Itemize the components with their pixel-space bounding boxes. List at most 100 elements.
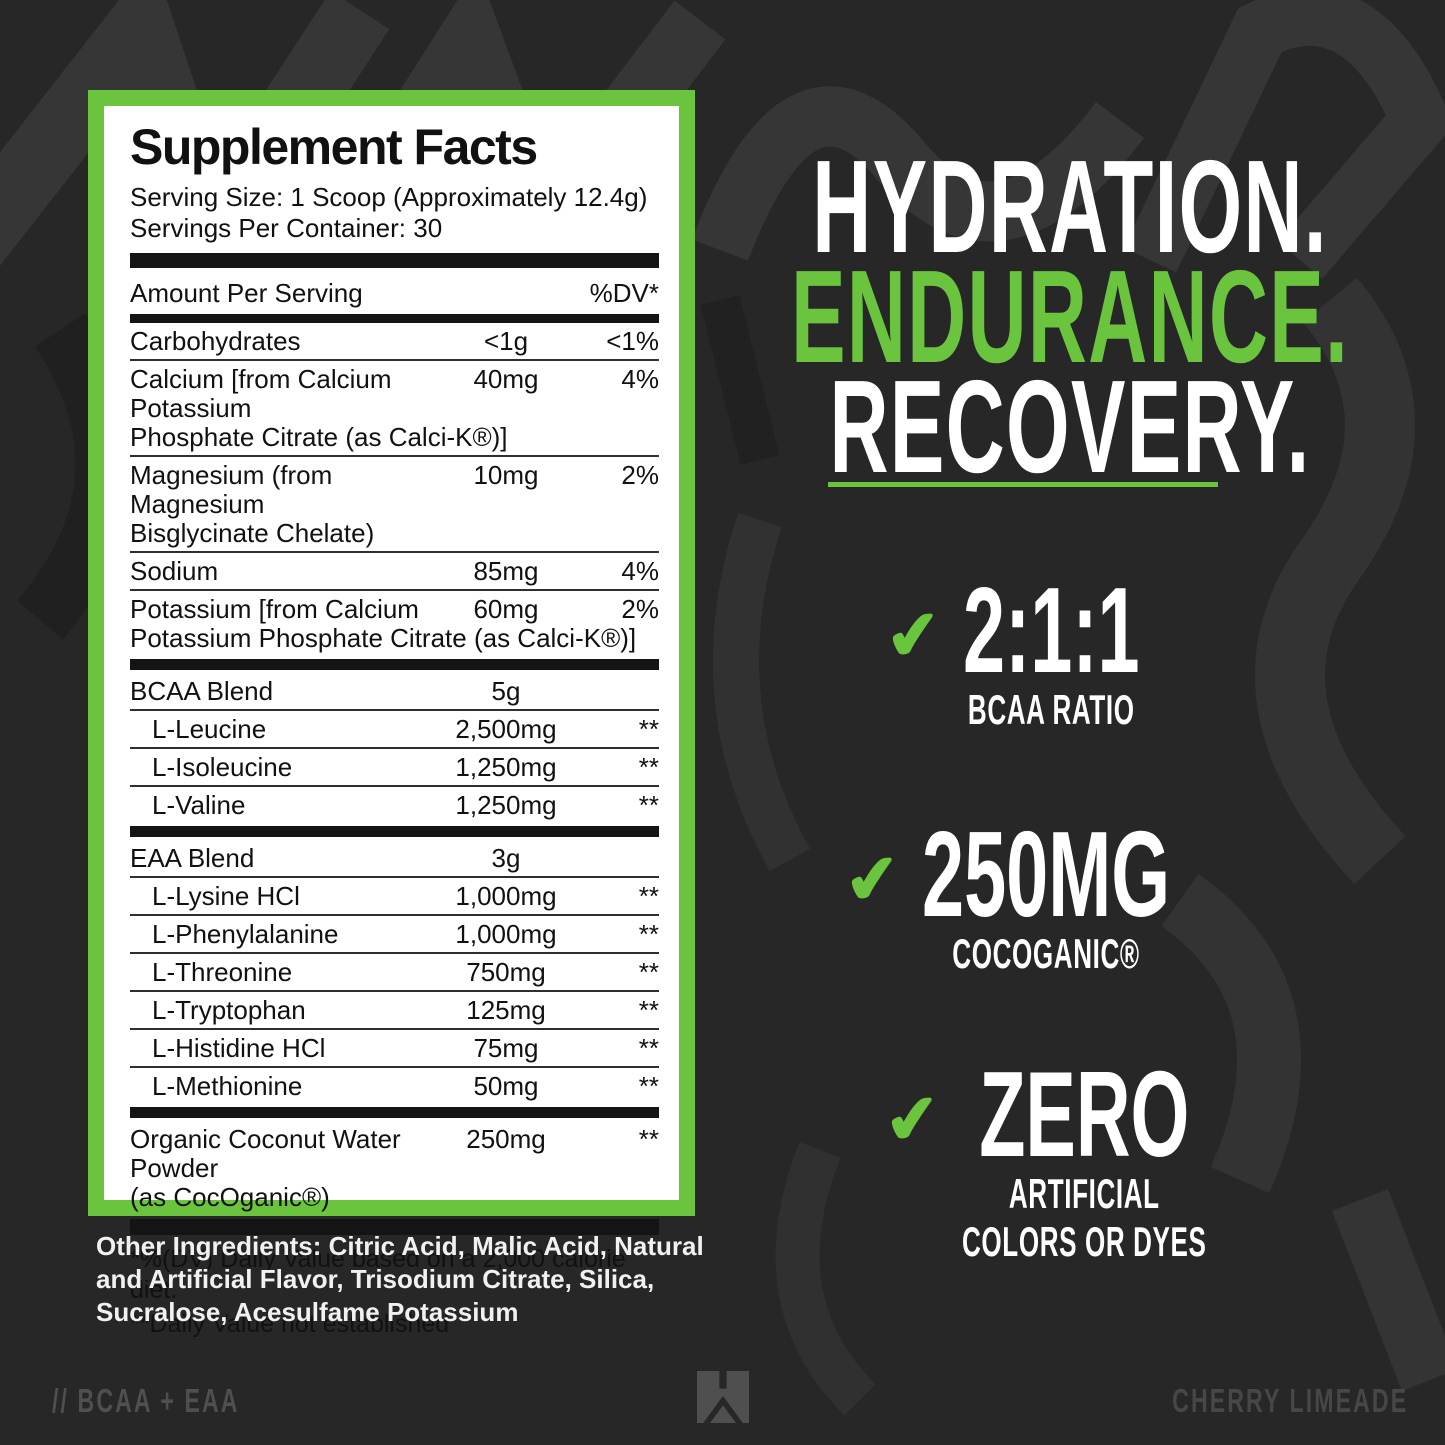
headline-underline xyxy=(828,482,1218,487)
facts-row: Carbohydrates <1g <1% xyxy=(130,323,659,359)
benefit-sublabel: COLORS OR DYES xyxy=(962,1218,1207,1265)
divider-bar-thick xyxy=(130,253,659,268)
footer-product-type: // BCAA + EAA xyxy=(52,1382,240,1419)
ingredient-amount: 125mg xyxy=(466,995,546,1025)
ingredient-dv: <1% xyxy=(606,326,659,356)
ingredient-dv: 2% xyxy=(621,594,659,624)
ingredient-name: EAA Blend xyxy=(130,843,255,873)
ingredient-dv: 4% xyxy=(621,364,659,394)
facts-row: L-Histidine HCl 75mg ** xyxy=(130,1028,659,1066)
headline-line: RECOVERY. xyxy=(829,353,1311,500)
ingredient-dv xyxy=(581,677,659,706)
ingredient-name: L-Tryptophan xyxy=(152,995,306,1025)
section-divider-bar xyxy=(130,826,659,837)
facts-row: BCAA Blend 5g xyxy=(130,673,659,709)
ingredient-name: L-Threonine xyxy=(152,957,293,987)
ingredient-name: L-Lysine HCl xyxy=(152,881,300,911)
checkmark-icon: ✔ xyxy=(882,595,946,675)
ingredient-amount: 40mg xyxy=(473,364,539,394)
facts-title: Supplement Facts xyxy=(130,119,538,175)
amount-per-serving-label: Amount Per Serving xyxy=(130,278,363,308)
ingredient-name-continued: Potassium Phosphate Citrate (as Calci-K®… xyxy=(130,623,637,653)
facts-row: L-Tryptophan 125mg ** xyxy=(130,990,659,1028)
facts-row: Potassium [from Calcium 60mg 2% Potassium P… xyxy=(130,589,659,656)
serving-size: Serving Size: 1 Scoop (Approximately 12.… xyxy=(130,182,648,212)
facts-row: L-Leucine 2,500mg ** xyxy=(130,709,659,747)
daily-value-label: %DV* xyxy=(589,278,659,308)
ingredient-dv: ** xyxy=(638,995,659,1025)
ingredient-amount: 1,000mg xyxy=(455,881,557,911)
checkmark-icon: ✔ xyxy=(881,1079,945,1159)
brand-logo-icon xyxy=(697,1371,749,1423)
ingredient-amount: 10mg xyxy=(473,460,539,490)
supplement-facts-panel: Supplement Facts Serving Size: 1 Scoop (… xyxy=(88,90,695,1338)
facts-row: EAA Blend 3g xyxy=(130,840,659,876)
ingredient-dv: ** xyxy=(638,752,659,782)
facts-row: Calcium [from Calcium Potassium 40mg 4% Pho… xyxy=(130,359,659,455)
ingredient-amount: 5g xyxy=(491,676,521,706)
facts-row: L-Lysine HCl 1,000mg ** xyxy=(130,876,659,914)
ingredient-amount: 75mg xyxy=(473,1033,539,1063)
facts-row: L-Phenylalanine 1,000mg ** xyxy=(130,914,659,952)
ingredient-dv: 2% xyxy=(621,460,659,490)
footer-flavor: CHERRY LIMEADE xyxy=(1171,1382,1408,1419)
ingredient-name: L-Leucine xyxy=(152,714,267,744)
footnote-daily-value: *%(DV) Daily Value based on a 2,000 calo… xyxy=(130,1245,626,1304)
footnote-not-established: **Daily Value not established xyxy=(130,1310,450,1338)
benefit-value: 250MG xyxy=(922,806,1171,942)
facts-row: Magnesium (from Magnesium 10mg 2% Bisglycin… xyxy=(130,455,659,551)
ingredient-name: L-Phenylalanine xyxy=(152,919,339,949)
ingredient-amount: 85mg xyxy=(473,556,539,586)
ingredient-name: L-Methionine xyxy=(152,1071,303,1101)
ingredient-name: L-Valine xyxy=(152,790,246,820)
ingredient-amount: 250mg xyxy=(466,1124,546,1154)
benefit-item: ✔ 250MG COCOGANIC® xyxy=(841,806,1322,977)
headline-line: ENDURANCE. xyxy=(790,243,1350,390)
section-divider-bar xyxy=(130,1107,659,1118)
checkmark-icon: ✔ xyxy=(841,839,905,919)
benefit-sublabel: ARTIFICIAL xyxy=(1009,1170,1160,1217)
servings-per-container: Servings Per Container: 30 xyxy=(130,213,443,243)
ingredient-name-continued: Phosphate Citrate (as Calci-K®)] xyxy=(130,422,508,452)
ingredient-name-continued: Bisglycinate Chelate) xyxy=(130,518,375,548)
ingredient-amount: 750mg xyxy=(466,957,546,987)
facts-row: Organic Coconut Water Powder 250mg ** (as C… xyxy=(130,1121,659,1215)
benefit-text: ZERO ARTIFICIAL COLORS OR DYES xyxy=(962,1053,1207,1265)
facts-column-header: Amount Per Serving %DV* xyxy=(130,275,659,314)
ingredient-amount: 50mg xyxy=(473,1071,539,1101)
divider-bar-final xyxy=(130,1219,659,1235)
facts-row: L-Isoleucine 1,250mg ** xyxy=(130,747,659,785)
ingredient-amount: 60mg xyxy=(473,594,539,624)
ingredient-amount: 1,000mg xyxy=(455,919,557,949)
benefit-item: ✔ ZERO ARTIFICIAL COLORS OR DYES xyxy=(881,1053,1357,1265)
divider-bar-medium xyxy=(130,314,659,323)
headline-line: HYDRATION. xyxy=(812,133,1328,280)
benefit-value: 2:1:1 xyxy=(963,562,1140,698)
ingredient-dv: ** xyxy=(638,790,659,820)
ingredient-amount: 1,250mg xyxy=(455,752,557,782)
ingredient-dv: 4% xyxy=(621,556,659,586)
ingredient-dv: ** xyxy=(638,957,659,987)
ingredient-dv: ** xyxy=(638,1033,659,1063)
facts-rows: Carbohydrates <1g <1% Calcium [from Calcium… xyxy=(130,323,659,1215)
ingredient-dv: ** xyxy=(638,714,659,744)
headline: HYDRATION. ENDURANCE. RECOVERY. xyxy=(791,141,1348,493)
facts-row: L-Valine 1,250mg ** xyxy=(130,785,659,823)
facts-row: Sodium 85mg 4% xyxy=(130,551,659,589)
ingredient-dv: ** xyxy=(638,1124,659,1154)
ingredient-name: Calcium [from Calcium Potassium xyxy=(130,364,392,423)
ingredient-dv xyxy=(581,844,659,873)
benefit-item: ✔ 2:1:1 BCAA RATIO xyxy=(882,562,1248,733)
ingredient-amount: <1g xyxy=(483,326,529,356)
benefit-sublabel: BCAA RATIO xyxy=(968,686,1135,733)
ingredient-name: BCAA Blend xyxy=(130,676,274,706)
ingredient-name-continued: (as CocOganic®) xyxy=(130,1182,330,1212)
benefit-sublabel: COCOGANIC® xyxy=(952,930,1141,977)
ingredient-name: Magnesium (from Magnesium xyxy=(130,460,333,519)
ingredient-name: L-Isoleucine xyxy=(152,752,293,782)
ingredient-amount: 3g xyxy=(491,843,521,873)
ingredient-name: Sodium xyxy=(130,556,219,586)
section-divider-bar xyxy=(130,659,659,670)
other-ingredients: Other Ingredients: Citric Acid, Malic Ac… xyxy=(96,1231,704,1327)
